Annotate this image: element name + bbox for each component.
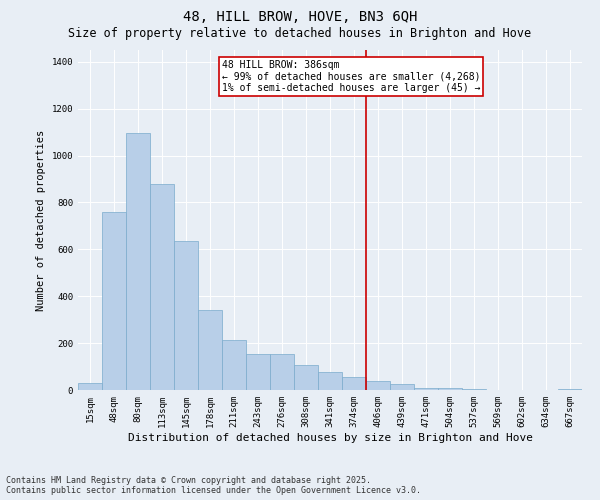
Y-axis label: Number of detached properties: Number of detached properties bbox=[36, 130, 46, 310]
Bar bbox=[438, 388, 462, 390]
Bar bbox=[78, 383, 102, 390]
Bar bbox=[318, 372, 342, 390]
Bar bbox=[174, 241, 198, 390]
Bar bbox=[126, 133, 150, 390]
Bar bbox=[342, 377, 366, 390]
X-axis label: Distribution of detached houses by size in Brighton and Hove: Distribution of detached houses by size … bbox=[128, 432, 533, 442]
Bar bbox=[198, 310, 222, 390]
Bar bbox=[150, 184, 174, 390]
Bar bbox=[414, 388, 438, 390]
Bar bbox=[246, 354, 270, 390]
Bar bbox=[462, 389, 486, 390]
Bar bbox=[270, 354, 294, 390]
Bar bbox=[102, 212, 126, 390]
Bar bbox=[558, 389, 582, 390]
Text: Size of property relative to detached houses in Brighton and Hove: Size of property relative to detached ho… bbox=[68, 28, 532, 40]
Bar bbox=[366, 380, 390, 390]
Text: 48, HILL BROW, HOVE, BN3 6QH: 48, HILL BROW, HOVE, BN3 6QH bbox=[183, 10, 417, 24]
Text: 48 HILL BROW: 386sqm
← 99% of detached houses are smaller (4,268)
1% of semi-det: 48 HILL BROW: 386sqm ← 99% of detached h… bbox=[222, 60, 481, 94]
Text: Contains HM Land Registry data © Crown copyright and database right 2025.
Contai: Contains HM Land Registry data © Crown c… bbox=[6, 476, 421, 495]
Bar bbox=[390, 384, 414, 390]
Bar bbox=[222, 340, 246, 390]
Bar bbox=[294, 366, 318, 390]
